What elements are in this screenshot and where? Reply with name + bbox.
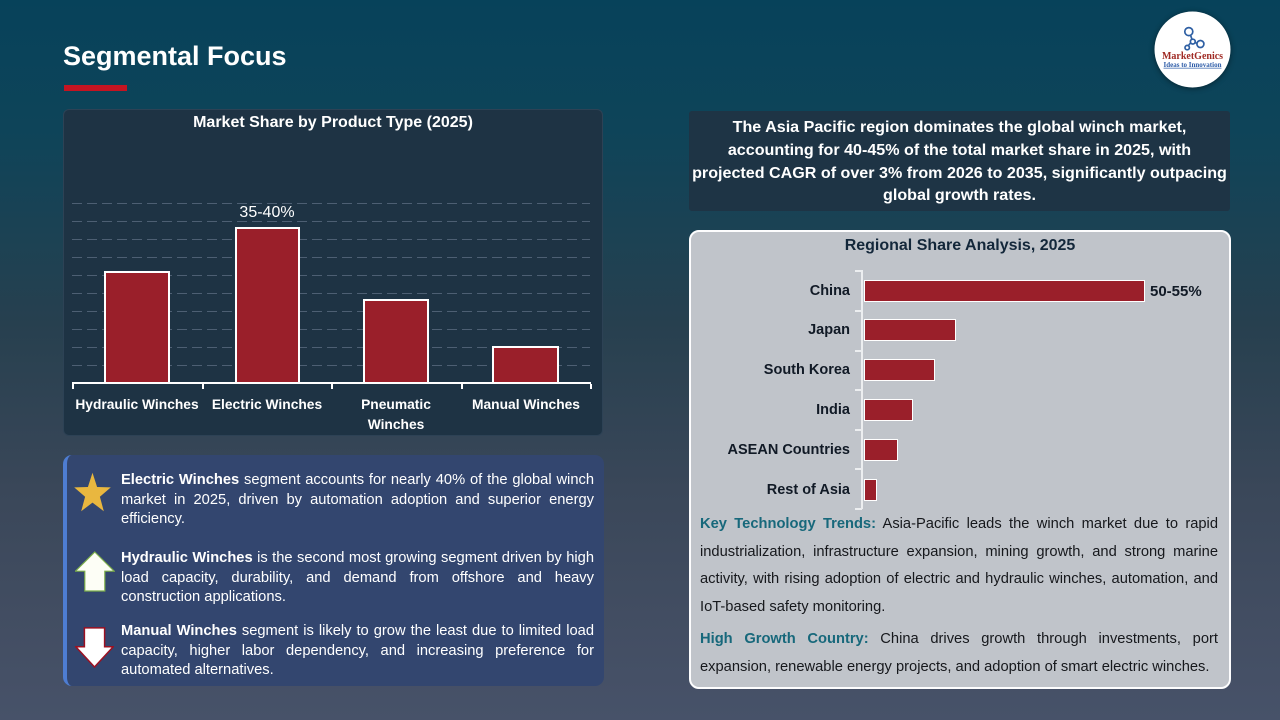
- svg-text:MarketGenics: MarketGenics: [1162, 51, 1223, 62]
- svg-text:Ideas to Innovation: Ideas to Innovation: [1164, 61, 1222, 69]
